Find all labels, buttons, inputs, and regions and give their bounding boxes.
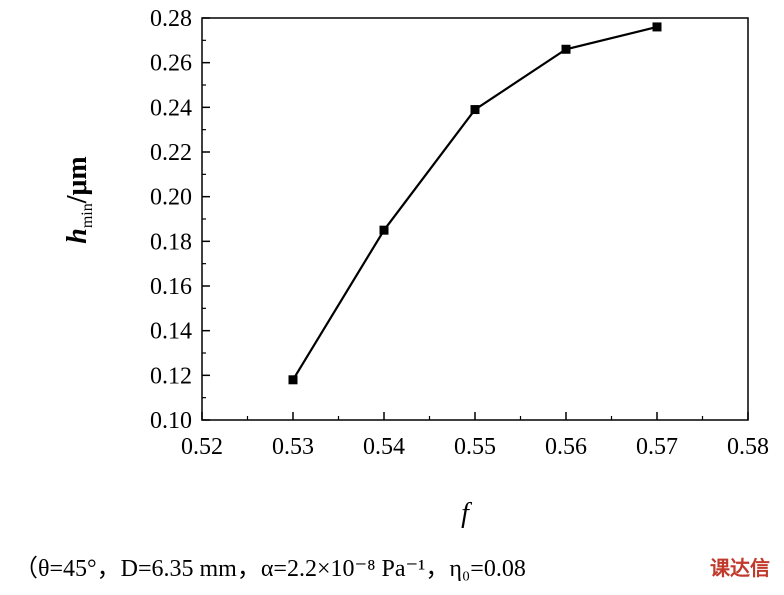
y-axis-label-sub: min	[79, 203, 96, 228]
y-tick-label: 0.28	[150, 6, 192, 32]
data-point-marker	[470, 105, 480, 115]
x-tick-label: 0.56	[545, 434, 587, 460]
y-tick-label: 0.16	[150, 274, 192, 300]
y-axis-label-unit: /μm	[62, 156, 93, 204]
line-chart: 0.10 0.12 0.14 0.16 0.18 0.20 0.22 0.24 0.26 0.28…	[62, 6, 769, 529]
data-point-marker	[652, 22, 662, 32]
data-point-marker	[561, 44, 571, 54]
data-point-marker	[288, 375, 298, 385]
data-point-marker	[379, 225, 389, 235]
y-tick-label: 0.12	[150, 363, 192, 389]
y-tick-label: 0.14	[150, 319, 192, 345]
y-axis-label: hmin/μm	[62, 156, 96, 243]
x-tick-label: 0.53	[272, 434, 314, 460]
series-group	[288, 22, 662, 385]
x-tick-label: 0.52	[181, 434, 223, 460]
x-tick-label: 0.57	[636, 434, 678, 460]
figure-caption: （θ=45°，D=6.35 mm，α=2.2×10⁻⁸ Pa⁻¹，η₀=0.08	[14, 556, 526, 582]
y-tick-label: 0.24	[150, 95, 192, 121]
y-tick-label: 0.26	[150, 51, 192, 77]
y-axis-label-main: h	[62, 228, 93, 244]
y-tick-label: 0.18	[150, 229, 192, 255]
series-line	[292, 25, 658, 381]
y-tick-label: 0.20	[150, 185, 192, 211]
y-tick-label: 0.10	[150, 408, 192, 434]
plot-border	[201, 17, 749, 421]
x-tick-label: 0.58	[727, 434, 769, 460]
watermark-logo: 课达信	[710, 556, 770, 580]
x-axis-label: f	[461, 498, 472, 529]
y-axis: 0.10 0.12 0.14 0.16 0.18 0.20 0.22 0.24 0.26 0.28	[150, 6, 210, 434]
x-tick-label: 0.54	[363, 434, 405, 460]
y-tick-label: 0.22	[150, 140, 192, 166]
x-axis: 0.52 0.53 0.54 0.55 0.56 0.57 0.58	[181, 412, 769, 460]
plot-frame	[201, 17, 749, 421]
x-tick-label: 0.55	[454, 434, 496, 460]
